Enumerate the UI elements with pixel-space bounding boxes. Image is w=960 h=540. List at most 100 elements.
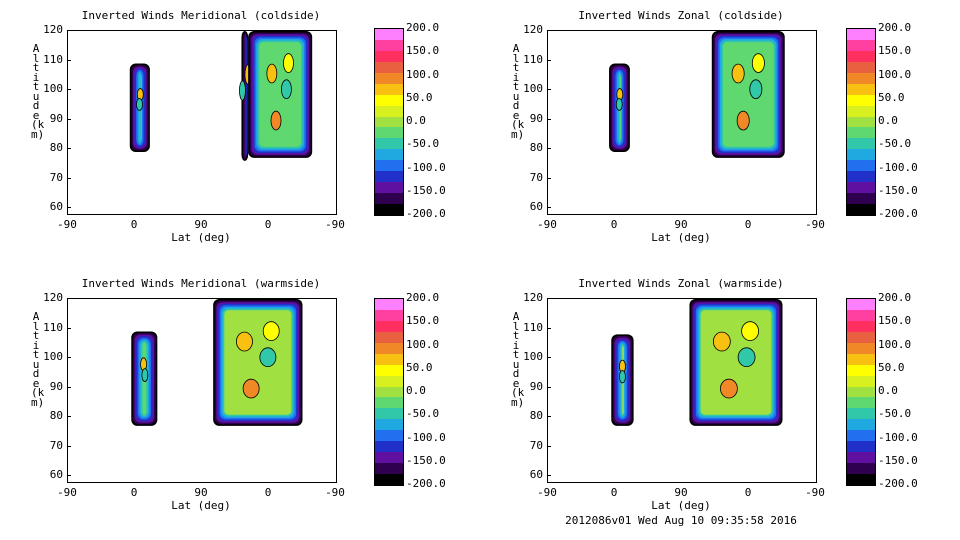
colorbar-swatch [847, 408, 875, 420]
y-tick-label: 70 [49, 438, 63, 452]
x-tick-label: -90 [805, 486, 825, 499]
y-tick-label: 100 [43, 350, 63, 364]
contour-region [711, 31, 785, 158]
contour-blob [239, 80, 246, 101]
colorbar [374, 28, 404, 216]
y-tick-label: 70 [529, 170, 543, 184]
y-tick-mark [547, 475, 551, 477]
y-tick-label: 90 [49, 379, 63, 393]
colorbar-label: -50.0 [878, 407, 912, 421]
contour-region [611, 334, 634, 426]
colorbar-swatch [847, 160, 875, 172]
colorbar-swatch [847, 474, 875, 485]
colorbar-label: 0.0 [406, 384, 426, 397]
colorbar-label: 0.0 [878, 384, 898, 397]
colorbar-swatch [847, 193, 875, 204]
colorbar-label: 150.0 [406, 314, 440, 328]
colorbar-swatch [375, 127, 403, 139]
contour-region [213, 299, 303, 426]
x-axis-label: Lat (deg) [171, 499, 231, 512]
colorbar-swatch [847, 353, 875, 365]
x-tick-label: 0 [130, 486, 138, 499]
y-tick-label: 60 [49, 200, 63, 214]
colorbar-swatch [375, 83, 403, 95]
y-tick-label: 120 [43, 291, 63, 304]
colorbar-swatch [375, 419, 403, 431]
contour-blob [749, 79, 763, 100]
contour-region [689, 299, 783, 426]
colorbar-swatch [847, 171, 875, 183]
colorbar-swatch [375, 116, 403, 128]
colorbar-swatch [375, 299, 403, 310]
contour-svg [611, 299, 783, 426]
y-tick-label: 100 [523, 82, 543, 96]
contour-blob [141, 368, 149, 382]
y-axis-label: Altitude (km) [31, 42, 45, 141]
colorbar-label: 50.0 [878, 90, 905, 104]
y-tick-mark [67, 327, 71, 329]
colorbar-label: -150.0 [406, 453, 446, 467]
contour-blob [712, 331, 731, 352]
colorbar-swatch [375, 72, 403, 84]
colorbar-label: 200.0 [406, 21, 440, 34]
y-tick-label: 70 [529, 438, 543, 452]
colorbar-label: 150.0 [878, 314, 912, 328]
y-tick-label: 120 [523, 291, 543, 304]
colorbar-swatch [375, 39, 403, 51]
y-tick-mark [547, 445, 551, 447]
colorbar-swatch [847, 309, 875, 321]
y-tick-label: 80 [49, 409, 63, 423]
colorbar-swatch [847, 331, 875, 343]
colorbar-swatch [375, 364, 403, 376]
y-tick-label: 120 [43, 23, 63, 36]
colorbar-swatch [375, 171, 403, 183]
x-tick-label: 90 [194, 486, 208, 499]
colorbar-label: -50.0 [406, 407, 440, 421]
colorbar-swatch [375, 309, 403, 321]
x-tick-label: -90 [57, 486, 77, 499]
x-tick-label: 90 [674, 486, 688, 499]
colorbar-swatch [847, 452, 875, 464]
y-tick-mark [547, 30, 551, 31]
colorbar-label: 100.0 [878, 337, 912, 351]
contour-blob [751, 53, 765, 73]
colorbar-label: -50.0 [406, 137, 440, 151]
y-tick-mark [67, 357, 71, 359]
colorbar-swatch [847, 116, 875, 128]
y-tick-label: 60 [529, 200, 543, 214]
colorbar-swatch [375, 160, 403, 172]
colorbar-swatch [375, 182, 403, 194]
contour-blob [236, 331, 253, 352]
colorbar-swatch [847, 94, 875, 106]
colorbar-swatch [375, 474, 403, 485]
y-tick-mark [547, 298, 551, 299]
y-tick-label: 60 [529, 468, 543, 482]
contour-svg [131, 299, 303, 426]
colorbar-label: 150.0 [406, 44, 440, 58]
y-tick-mark [67, 118, 71, 120]
x-tick-label: -90 [537, 486, 557, 499]
colorbar-swatch [375, 94, 403, 106]
colorbar-swatch [375, 386, 403, 398]
colorbar-swatch [847, 397, 875, 409]
colorbar-swatch [847, 419, 875, 431]
y-tick-label: 110 [43, 320, 63, 334]
colorbar-label: -150.0 [406, 183, 446, 197]
x-tick-label: -90 [537, 218, 557, 231]
y-tick-label: 80 [529, 409, 543, 423]
x-tick-label: 0 [744, 218, 752, 231]
colorbar-label: 50.0 [406, 90, 433, 104]
plot-area [67, 30, 337, 215]
colorbar-swatch [375, 105, 403, 117]
colorbar-swatch [375, 430, 403, 442]
contour-blob [731, 63, 745, 84]
colorbar-swatch [847, 375, 875, 387]
colorbar-label: 200.0 [878, 21, 912, 34]
y-tick-mark [67, 207, 71, 209]
x-tick-label: 0 [610, 486, 618, 499]
y-tick-label: 110 [43, 52, 63, 66]
y-tick-mark [67, 416, 71, 418]
colorbar-label: -50.0 [878, 137, 912, 151]
y-tick-mark [547, 89, 551, 91]
colorbar-label: -100.0 [406, 430, 446, 444]
